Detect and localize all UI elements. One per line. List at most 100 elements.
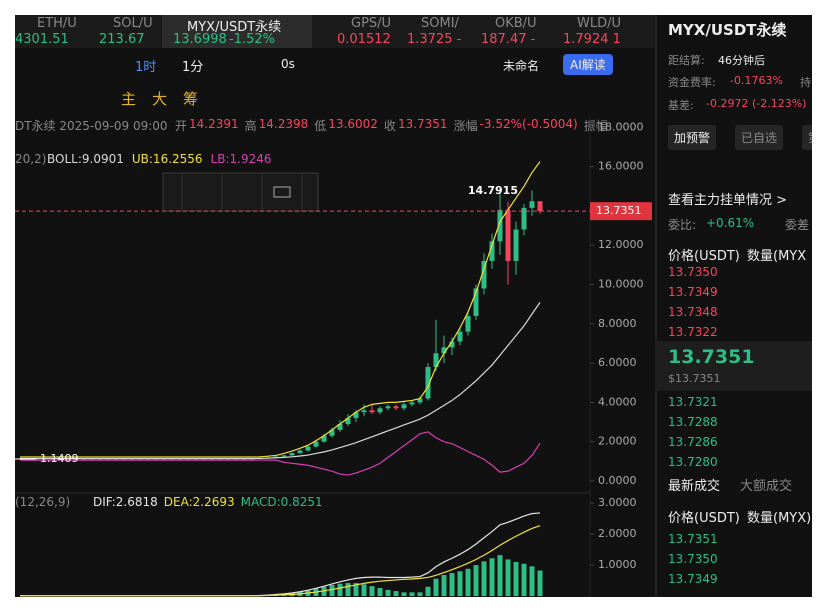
macd-bar [329,584,335,597]
macd-bar [337,583,343,597]
y-tick-label: 10.0000 [598,278,644,291]
macd-bar [409,592,415,597]
candle-body [521,207,527,230]
panel-button[interactable]: 已自选 [735,125,784,150]
macd-bar [457,571,463,597]
macd-bar [449,573,455,597]
y-tick-label: 3.0000 [598,496,637,509]
column-header: 价格(USDT) [668,249,740,264]
macd-bar [497,555,503,597]
candle-body [353,412,359,419]
candle-body [289,453,295,456]
indicator-line [20,161,541,458]
ai-button[interactable]: AI解读 [563,54,613,75]
trade-price: 13.7349 [668,572,718,586]
trade-tab: 最新成交 [668,479,721,494]
draw-tool: 大 [152,90,168,108]
macd-bar [537,570,543,597]
high-label: 14.7915 [468,184,518,197]
candle-body [345,418,351,424]
candle-body [385,406,391,409]
float-toolbar[interactable] [162,172,319,212]
candle-body [481,260,487,289]
y-tick-label: 2.0000 [598,527,637,540]
macd-bar [417,592,423,597]
info-label: 低 [314,119,327,133]
info-prefix: DT永续 2025-09-09 09:00 [15,119,168,133]
candle-body [377,408,383,413]
macd-bar [513,561,519,597]
macd-bar [505,559,511,597]
last-price-label: 13.7351 [596,204,642,217]
label: 距结算: [668,54,705,67]
macd-bar [521,563,527,597]
candle-body [369,410,375,413]
macd-bar [465,568,471,597]
interval-button: 1时 [135,60,157,75]
candle-body [393,406,399,409]
macd-bar [393,591,399,597]
info-value: 13.6002 [328,117,378,131]
draw-tool: 筹 [183,90,199,108]
macd-bar [321,586,327,597]
info-value: 14.2391 [189,117,239,131]
y-tick-label: 12.0000 [598,238,644,251]
y-tick-label: 4.0000 [598,395,637,408]
candle-body [281,455,287,457]
y-tick-label: 18.0000 [598,120,644,133]
candle-body [441,347,447,354]
y-tick-label: 8.0000 [598,317,637,330]
low-label: 1.1409 [40,452,79,465]
macd-bar [369,586,375,597]
main-orders-link: 查看主力挂单情况 > [668,193,788,208]
layout-name: 未命名 [503,59,540,73]
macd-line [20,525,541,597]
label: 资金费率: [668,76,716,89]
active-tab[interactable] [162,15,312,48]
app: ETH/U 4301.51 SOL/U 213.67 MYX/USDT永续 13.6998… [15,15,812,597]
tab-bar [15,15,655,48]
candle-body [329,429,335,436]
indicator-line [20,302,541,460]
label: 委比: [668,218,697,232]
label: 持 [800,76,811,89]
info-label: 开 [175,119,188,133]
macd-value: DEA:2.2693 [163,495,235,509]
macd-bar [481,561,487,597]
candle-body [313,441,319,447]
value: 46分钟后 [718,54,765,67]
candle-body [401,404,407,409]
indicator-prefix: 20,2) [15,152,47,166]
indicator-value: BOLL:9.0901 [47,152,124,166]
indicator-value: LB:1.9246 [210,152,272,166]
candle-body [505,209,511,261]
candle-body [409,402,415,405]
column-header: 数量(MYX [747,249,807,264]
tab-name: WLD/U [577,16,622,31]
candle-body [361,410,367,413]
tab-price: 13.6998 [173,32,227,47]
panel-button[interactable]: 加预警 [668,125,717,150]
macd-bar [401,592,407,597]
candle-body [497,209,503,242]
bid-price: 13.7288 [668,415,718,429]
panel-button[interactable]: 第 [802,125,812,150]
label: 基差: [668,99,694,112]
tab-change: -1.52% [229,32,275,47]
countdown: 0s [281,57,295,71]
candle-body [537,201,543,212]
bid-price: 13.7321 [668,395,718,409]
candle-body [417,398,423,403]
y-tick-label: 16.0000 [598,160,644,173]
value: -0.2972 (-2.123%) [706,97,807,110]
trade-tab: 大额成交 [740,479,793,494]
macd-value: MACD:0.8251 [240,495,323,509]
panel-title: MYX/USDT永续 [668,21,787,39]
icon[interactable] [273,186,291,198]
candle-body [465,315,471,332]
bid-price: 13.7280 [668,455,718,469]
tab-price: 4301.51 [15,32,69,47]
value: +0.61% [706,216,755,230]
bid-price: 13.7286 [668,435,718,449]
